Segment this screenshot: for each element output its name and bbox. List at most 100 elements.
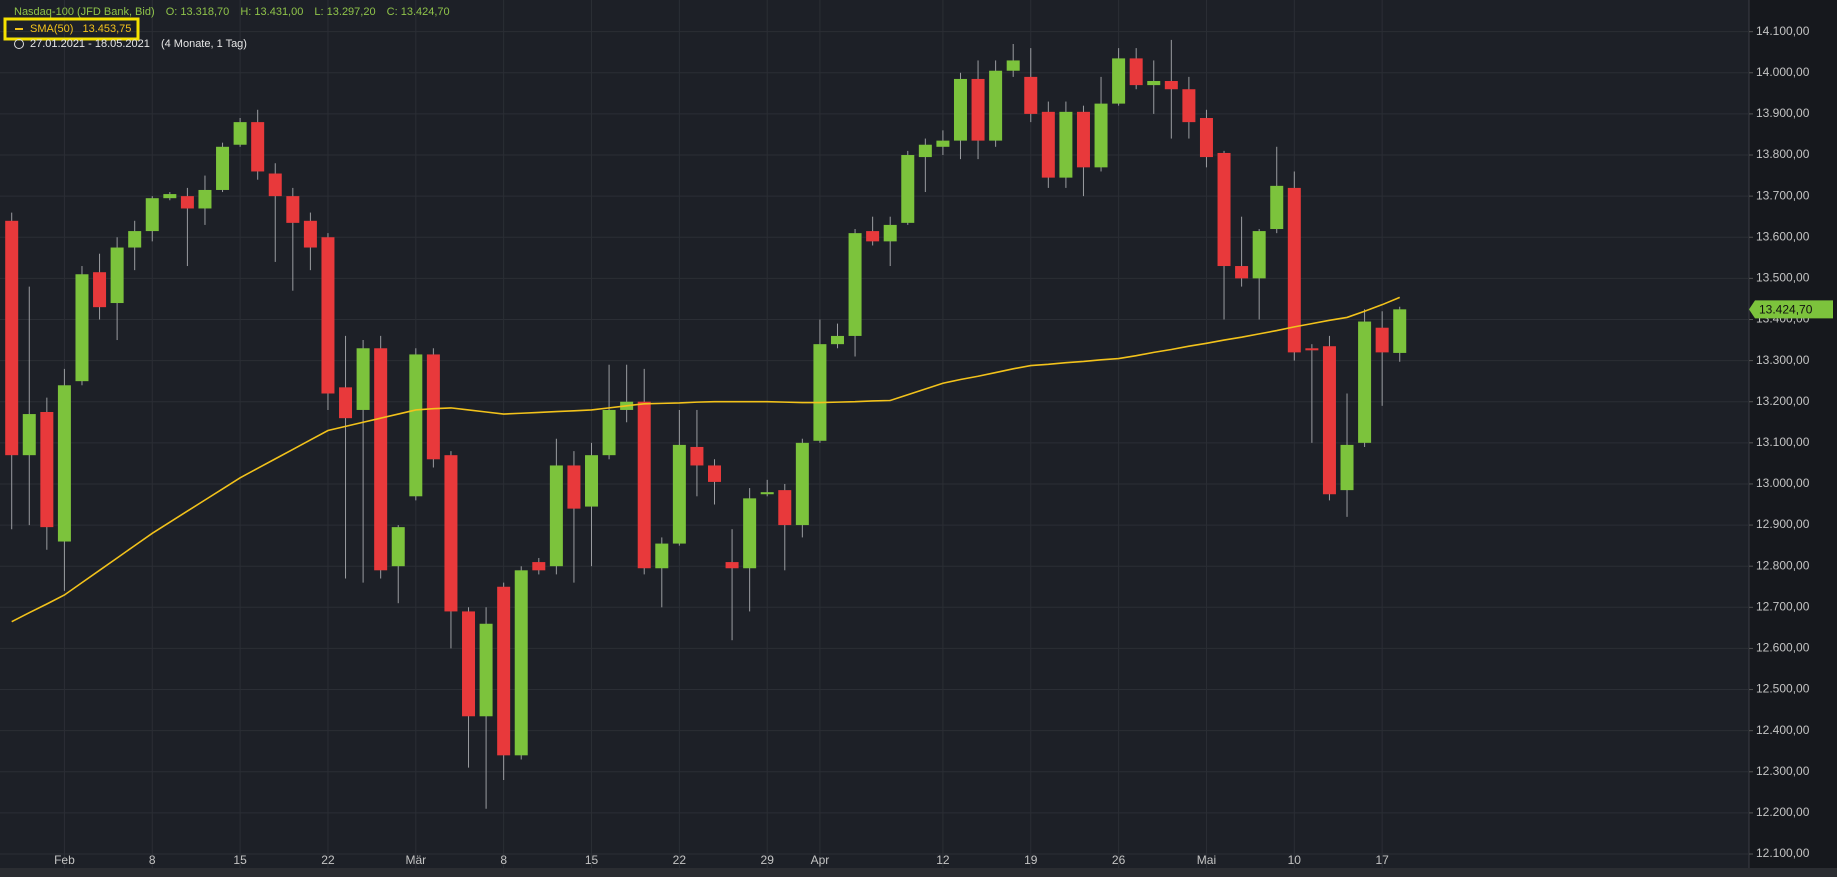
candle-body — [1059, 111, 1073, 178]
candle-body — [356, 348, 370, 410]
candle-body — [848, 233, 862, 336]
candle-body — [1322, 346, 1336, 495]
header: Nasdaq-100 (JFD Bank, Bid) O: 13.318,70 … — [14, 6, 450, 18]
x-tick-label: Feb — [54, 853, 75, 867]
x-tick-label: 22 — [321, 853, 335, 867]
ticker-strip — [0, 868, 1837, 877]
candle-body — [830, 335, 844, 345]
candle-body — [778, 490, 792, 526]
candle-body — [1340, 444, 1354, 491]
ohlc-label: C: 13.424,70 — [387, 6, 450, 18]
candle-body — [690, 446, 704, 466]
x-tick-label: Mär — [405, 853, 426, 867]
candle-body — [813, 344, 827, 441]
y-tick-label: 12.700,00 — [1756, 599, 1810, 613]
ohlc-label: H: 13.431,00 — [240, 6, 303, 18]
candle-body — [1024, 76, 1038, 114]
x-tick-label: Apr — [811, 853, 830, 867]
candle-body — [1235, 266, 1249, 279]
sma-name: SMA(50) — [30, 23, 73, 35]
candle-body — [532, 562, 546, 571]
axis-panel — [1749, 0, 1837, 868]
sma-value: 13.453,75 — [82, 23, 131, 35]
x-tick-label: 12 — [936, 853, 950, 867]
candle-body — [40, 412, 54, 528]
y-tick-label: 13.300,00 — [1756, 353, 1810, 367]
candle-body — [585, 455, 599, 507]
candle-body — [57, 385, 71, 542]
candle-body — [936, 140, 950, 147]
candle-body — [637, 401, 651, 569]
candle-body — [1076, 111, 1090, 168]
y-tick-label: 13.500,00 — [1756, 271, 1810, 285]
candle-body — [1252, 231, 1266, 279]
sma-line — [11, 296, 1401, 623]
candle-body — [479, 623, 493, 717]
clock-icon — [14, 39, 24, 49]
candle-body — [268, 173, 282, 197]
candle-body — [303, 220, 317, 248]
candle-body — [1041, 111, 1055, 178]
y-tick-label: 13.700,00 — [1756, 188, 1810, 202]
candle-body — [93, 272, 107, 308]
y-tick-label: 13.000,00 — [1756, 476, 1810, 490]
candle-body — [409, 354, 423, 497]
candle-body — [1147, 81, 1161, 86]
candle-body — [918, 144, 932, 158]
candle-body — [1129, 58, 1143, 86]
candle-body — [1358, 321, 1372, 443]
candle-body — [655, 543, 669, 569]
candle-body — [233, 122, 247, 145]
y-tick-label: 12.100,00 — [1756, 846, 1810, 860]
candle-body — [145, 198, 159, 232]
candle-body — [391, 527, 405, 567]
x-tick-label: 26 — [1112, 853, 1126, 867]
y-tick-label: 12.500,00 — [1756, 682, 1810, 696]
candle-body — [251, 122, 265, 172]
candle-body — [321, 237, 335, 394]
ohlc-label: O: 13.318,70 — [166, 6, 230, 18]
candle-body — [198, 189, 212, 209]
y-tick-label: 12.400,00 — [1756, 723, 1810, 737]
marks — [5, 39, 1407, 809]
candle-body — [1094, 103, 1108, 168]
candle-body — [1287, 187, 1301, 353]
y-tick-label: 14.100,00 — [1756, 24, 1810, 38]
ohlc-label: L: 13.297,20 — [314, 6, 375, 18]
x-tick-label: 8 — [149, 853, 156, 867]
y-tick-label: 14.000,00 — [1756, 65, 1810, 79]
candle-body — [286, 196, 300, 223]
candle-body — [1006, 60, 1020, 71]
instrument: Nasdaq-100 (JFD Bank, Bid) — [14, 6, 155, 18]
grid — [0, 0, 1749, 868]
x-tick-label: 17 — [1375, 853, 1389, 867]
candle-body — [953, 78, 967, 141]
y-tick-label: 12.300,00 — [1756, 764, 1810, 778]
candle-body — [989, 70, 1003, 141]
price-tag-label: 13.424,70 — [1759, 303, 1813, 317]
candle-body — [567, 465, 581, 509]
candle-body — [216, 146, 230, 190]
sma-legend-box — [3, 17, 140, 41]
x-tick-label: 15 — [585, 853, 599, 867]
sma-legend-swatch — [15, 28, 23, 30]
y-tick-label: 13.800,00 — [1756, 147, 1810, 161]
candle-body — [971, 78, 985, 141]
candle-body — [444, 455, 458, 612]
y-tick-label: 12.200,00 — [1756, 805, 1810, 819]
candle-body — [549, 465, 563, 567]
candle-body — [497, 586, 511, 756]
candle-body — [514, 570, 528, 756]
candle-body — [180, 196, 194, 209]
candle-body — [1375, 327, 1389, 353]
candle-body — [1112, 58, 1126, 104]
period: (4 Monate, 1 Tag) — [161, 38, 247, 50]
candle-body — [672, 444, 686, 544]
x-tick-label: 10 — [1288, 853, 1302, 867]
candle-body — [743, 498, 757, 569]
candle-body — [1164, 81, 1178, 90]
price-tag — [1749, 300, 1833, 319]
candle-body — [901, 155, 915, 223]
y-tick-label: 12.600,00 — [1756, 641, 1810, 655]
